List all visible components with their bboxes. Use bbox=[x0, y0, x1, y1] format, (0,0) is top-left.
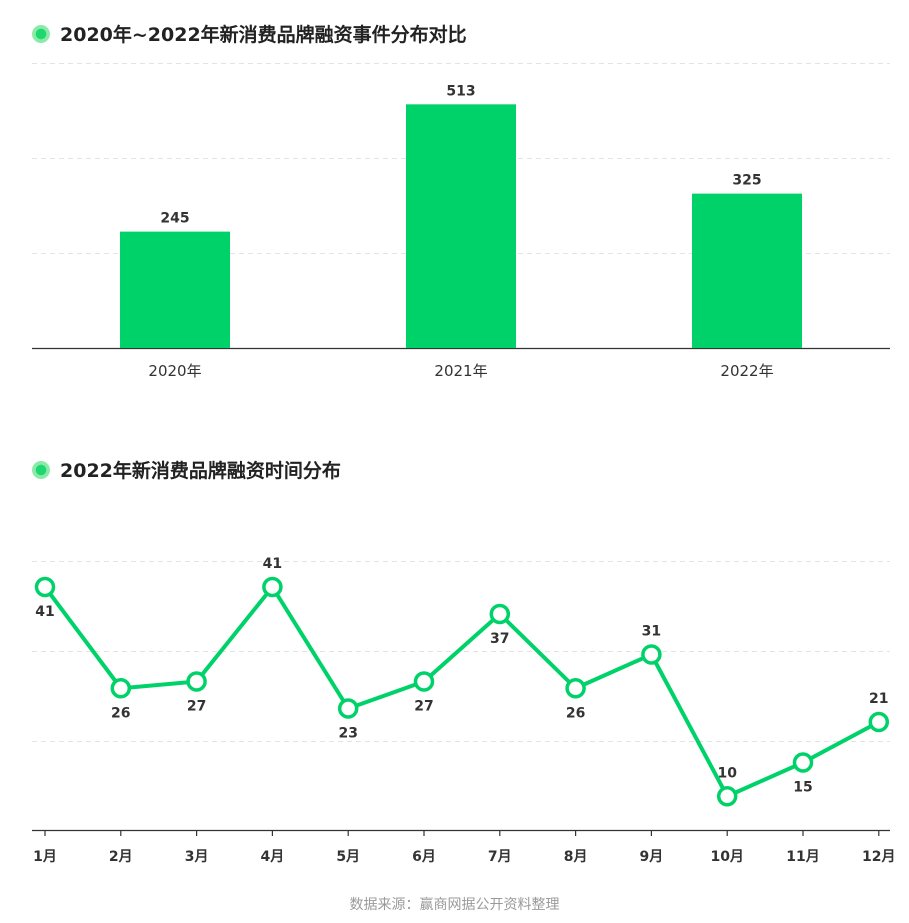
bar-chart-title-text: 2020年~2022年新消费品牌融资事件分布对比 bbox=[60, 24, 467, 46]
data-point-marker bbox=[186, 671, 207, 692]
bar bbox=[120, 231, 230, 348]
data-point-marker bbox=[413, 671, 435, 692]
data-value-label: 41 bbox=[263, 556, 282, 572]
bar bbox=[406, 104, 516, 348]
data-point-marker bbox=[262, 576, 283, 598]
x-tick-label: 5月 bbox=[336, 849, 360, 865]
x-tick-label: 2021年 bbox=[434, 362, 487, 380]
x-tick-label: 4月 bbox=[261, 849, 285, 865]
line-chart-title-text: 2022年新消费品牌融资时间分布 bbox=[60, 460, 341, 482]
data-value-label: 23 bbox=[338, 726, 357, 742]
data-value-label: 37 bbox=[490, 631, 509, 647]
data-point-marker bbox=[337, 698, 359, 719]
line-chart: 1月 2月 3月 4月 5月 6月 7月 8月 9月 10月 11月 12月 41 26 27 41 23 27 3… bbox=[32, 556, 896, 865]
data-point-marker bbox=[565, 678, 586, 699]
data-value-label: 27 bbox=[414, 699, 433, 715]
x-tick-label: 7月 bbox=[488, 849, 512, 865]
data-value-label: 26 bbox=[566, 705, 585, 721]
data-point-marker bbox=[868, 711, 890, 733]
data-value-label: 31 bbox=[642, 624, 661, 640]
bar bbox=[692, 193, 802, 348]
bar-chart-title: 2020年~2022年新消费品牌融资事件分布对比 bbox=[32, 20, 467, 47]
bar-value-label: 513 bbox=[446, 83, 475, 99]
data-point-marker bbox=[34, 576, 56, 598]
x-tick-label: 3月 bbox=[185, 849, 209, 865]
x-tick-label: 10月 bbox=[710, 849, 743, 865]
data-point-marker bbox=[641, 644, 662, 665]
bar-chart: 245 2020年 513 2021年 325 2022年 bbox=[32, 63, 890, 380]
x-tick-label: 1月 bbox=[33, 849, 57, 865]
data-source-note: 数据来源：赢商网据公开资料整理 bbox=[349, 897, 560, 913]
data-value-label: 15 bbox=[793, 780, 812, 796]
x-tick-label: 8月 bbox=[564, 849, 588, 865]
title-bullet-icon bbox=[32, 460, 50, 479]
series-line bbox=[43, 585, 881, 799]
bar-value-label: 245 bbox=[160, 211, 189, 227]
x-tick-label: 6月 bbox=[412, 849, 436, 865]
data-value-label: 41 bbox=[35, 604, 54, 620]
data-point-marker bbox=[716, 786, 738, 807]
bar-value-label: 325 bbox=[732, 173, 761, 189]
x-tick-label: 12月 bbox=[862, 849, 895, 865]
data-value-label: 26 bbox=[111, 705, 130, 721]
data-point-marker bbox=[489, 603, 511, 625]
data-value-label: 27 bbox=[187, 699, 206, 715]
data-value-label: 10 bbox=[717, 765, 737, 781]
x-tick-label: 2022年 bbox=[720, 362, 773, 380]
data-point-marker bbox=[792, 752, 814, 773]
line-chart-title: 2022年新消费品牌融资时间分布 bbox=[32, 456, 341, 483]
x-tick-label: 11月 bbox=[786, 849, 819, 865]
x-tick-label: 2月 bbox=[109, 849, 133, 865]
data-point-marker bbox=[110, 678, 132, 699]
x-tick-label: 9月 bbox=[640, 849, 664, 865]
x-tick-label: 2020年 bbox=[148, 362, 201, 380]
title-bullet-icon bbox=[32, 24, 50, 43]
data-value-label: 21 bbox=[869, 691, 888, 707]
